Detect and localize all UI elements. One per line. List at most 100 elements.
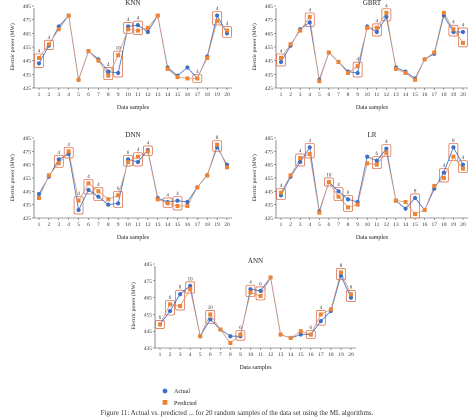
error-label: 6 — [310, 326, 313, 331]
predicted-point — [96, 58, 101, 63]
error-label: 4 — [385, 4, 388, 9]
error-label: 8 — [216, 136, 219, 141]
actual-point — [36, 191, 42, 197]
x-tick-label: 20 — [348, 352, 354, 358]
error-label: 4 — [107, 63, 110, 68]
predicted-point — [188, 287, 193, 292]
y-tick-label: 485 — [265, 4, 274, 10]
actual-point — [188, 283, 193, 288]
error-label: 8 — [179, 286, 182, 291]
actual-point — [307, 20, 312, 25]
y-tick-label: 455 — [23, 176, 32, 182]
x-tick-label: 5 — [318, 222, 321, 228]
actual-point — [298, 159, 303, 165]
predicted-point — [158, 322, 162, 327]
error-label: 4 — [249, 281, 252, 286]
error-box — [295, 153, 306, 167]
x-tick-label: 6 — [209, 352, 212, 358]
predicted-point — [298, 156, 303, 160]
y-axis-label: Electric power (MW) — [251, 154, 258, 202]
error-label: 10 — [116, 47, 122, 52]
predicted-point — [225, 28, 229, 33]
actual-point — [135, 159, 141, 165]
x-tick-label: 14 — [403, 222, 409, 228]
predicted-point — [346, 70, 351, 75]
predicted-point — [288, 42, 293, 47]
error-label: 4 — [166, 194, 169, 199]
predicted-point — [346, 205, 351, 210]
x-tick-label: 19 — [451, 222, 457, 228]
predicted-point — [338, 270, 343, 275]
predicted-point — [56, 161, 61, 166]
predicted-point — [374, 162, 379, 167]
error-label: 6 — [259, 282, 262, 287]
y-tick-label: 435 — [23, 72, 32, 78]
predicted-point — [288, 173, 293, 178]
y-tick-label: 455 — [144, 312, 153, 318]
error-label: 4 — [127, 18, 130, 23]
x-tick-label: 11 — [258, 352, 264, 358]
actual-point — [96, 194, 101, 199]
x-tick-label: 13 — [393, 222, 399, 228]
predicted-point — [165, 66, 170, 71]
x-tick-label: 3 — [57, 92, 60, 98]
error-label: 4 — [176, 192, 179, 197]
x-tick-label: 15 — [298, 352, 304, 358]
predicted-point — [175, 75, 180, 80]
x-axis-label: Data samples — [356, 105, 389, 111]
error-label: 4 — [137, 17, 140, 22]
y-tick-label: 465 — [23, 31, 32, 37]
x-tick-label: 16 — [422, 92, 428, 98]
error-label: 4 — [299, 150, 302, 155]
predicted-point — [185, 204, 190, 208]
x-tick-label: 20 — [460, 92, 466, 98]
actual-point — [86, 187, 91, 193]
x-tick-label: 1 — [280, 222, 283, 228]
predicted-point — [178, 304, 183, 308]
x-tick-label: 11 — [135, 92, 141, 98]
predicted-point — [135, 154, 140, 159]
error-label: 4 — [443, 164, 446, 169]
error-box — [34, 53, 44, 68]
error-label: 4 — [77, 192, 80, 197]
error-label: 4 — [67, 143, 70, 148]
error-label: 6 — [169, 296, 172, 301]
y-tick-label: 435 — [265, 203, 274, 209]
predicted-point — [145, 149, 150, 154]
error-box — [212, 140, 222, 152]
actual-point — [76, 207, 81, 213]
actual-series-line — [38, 14, 228, 80]
y-tick-label: 445 — [144, 329, 153, 335]
predicted-point — [106, 197, 111, 202]
predicted-point — [393, 66, 398, 71]
x-tick-label: 17 — [432, 222, 438, 228]
error-box — [458, 160, 468, 174]
actual-point — [106, 69, 111, 74]
y-tick-label: 485 — [265, 136, 274, 142]
x-tick-label: 6 — [328, 222, 331, 228]
x-tick-label: 7 — [97, 92, 100, 98]
predicted-point — [413, 212, 418, 216]
x-tick-label: 8 — [107, 92, 110, 98]
error-label: 6 — [350, 286, 353, 291]
error-box — [336, 268, 346, 281]
error-label: 4 — [48, 36, 51, 41]
x-tick-label: 4 — [189, 352, 192, 358]
x-tick-label: 17 — [195, 92, 201, 98]
actual-point — [307, 145, 312, 150]
predicted-point — [403, 70, 408, 75]
predicted-point — [86, 49, 91, 54]
predicted-point — [185, 76, 190, 81]
predicted-point — [37, 196, 41, 200]
actual-point — [460, 162, 466, 167]
x-tick-label: 6 — [87, 222, 90, 228]
predicted-point — [403, 200, 408, 204]
x-tick-label: 17 — [195, 222, 201, 228]
x-tick-label: 3 — [179, 352, 182, 358]
error-label: 8 — [340, 264, 343, 269]
x-tick-label: 13 — [155, 222, 161, 228]
